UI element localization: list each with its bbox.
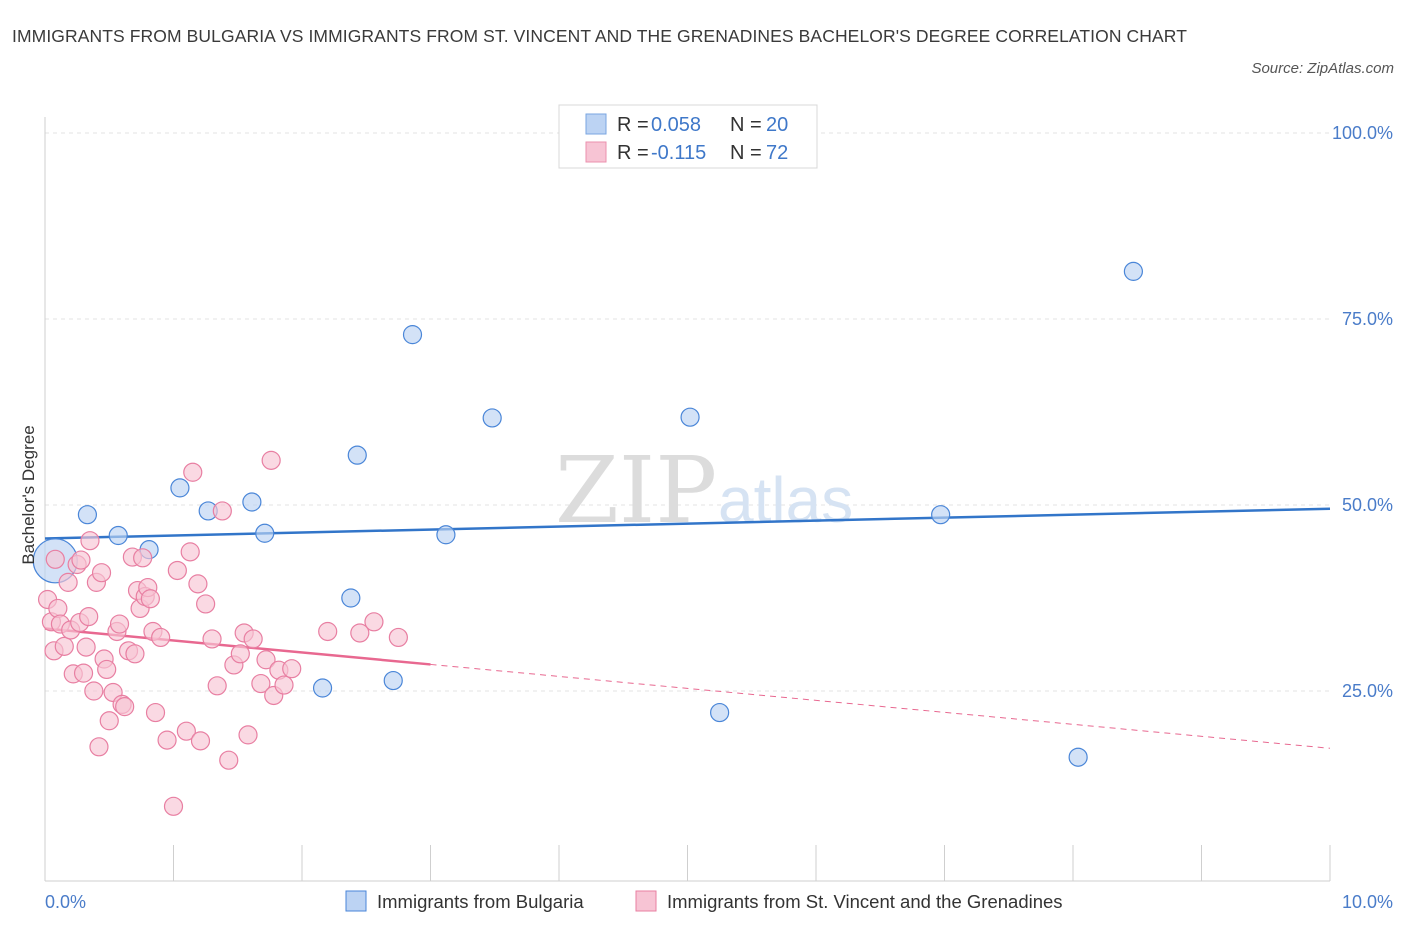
st-vincent-point (188, 574, 208, 594)
bulgaria-point (1068, 747, 1088, 767)
series-legend: Immigrants from Bulgaria Immigrants from … (345, 890, 1063, 912)
legend-swatch (585, 141, 607, 163)
st-vincent-point (48, 598, 68, 619)
st-vincent-point (99, 711, 119, 731)
st-vincent-point (97, 659, 117, 680)
st-vincent-point (230, 644, 250, 664)
bulgaria-point (347, 445, 367, 465)
st-vincent-point (243, 629, 263, 649)
legend-r-label: R = (617, 114, 649, 136)
bulgaria-point (482, 408, 502, 428)
st-vincent-point (251, 673, 271, 694)
st-vincent-point (125, 644, 145, 664)
y-tick-label: 50.0% (1342, 495, 1393, 515)
tick-labels: 25.0% 50.0% 75.0% 100.0% 0.0% 10.0% (45, 123, 1393, 912)
bulgaria-point (680, 407, 700, 427)
bulgaria-point (383, 670, 403, 691)
st-vincent-point (84, 681, 104, 701)
y-tick-label: 100.0% (1332, 123, 1393, 143)
legend-n-value: 72 (766, 142, 788, 164)
legend-r-label: R = (617, 142, 649, 164)
series-legend-swatch (345, 890, 367, 912)
st-vincent-point (202, 629, 222, 649)
chart-source: Source: ZipAtlas.com (1251, 60, 1394, 77)
st-vincent-point (261, 450, 281, 470)
st-vincent-point (79, 606, 99, 627)
st-vincent-point (157, 730, 177, 750)
st-vincent-point (151, 627, 171, 648)
st-vincent-point (256, 650, 276, 670)
bulgaria-point (931, 505, 951, 525)
bulgaria-point (710, 702, 730, 723)
legend-n-label: N = (730, 114, 762, 136)
bulgaria-point (242, 492, 262, 512)
st-vincent-point (145, 702, 166, 723)
bulgaria-point (436, 525, 456, 545)
legend-n-label: N = (730, 142, 762, 164)
data-points (32, 261, 1143, 816)
st-vincent-point (350, 623, 370, 643)
st-vincent-point (89, 737, 109, 757)
st-vincent-point (282, 659, 302, 679)
legend-n-value: 20 (766, 114, 788, 136)
st-vincent-point (91, 563, 112, 583)
x-tick-label: 0.0% (45, 892, 86, 912)
st-vincent-point (140, 589, 160, 609)
st-vincent-point (318, 621, 338, 642)
st-vincent-point (183, 462, 203, 482)
bulgaria-point (1123, 261, 1143, 281)
axes (44, 117, 1331, 882)
st-vincent-point (190, 731, 211, 751)
st-vincent-point (219, 750, 239, 770)
st-vincent-point (180, 542, 200, 562)
series-legend-label: Immigrants from St. Vincent and the Gren… (667, 891, 1063, 912)
st-vincent-point (76, 637, 96, 657)
y-tick-label: 75.0% (1342, 309, 1393, 329)
series-legend-swatch (635, 890, 657, 912)
st-vincent-point (207, 676, 227, 696)
stats-legend: R = 0.058 N = 20 R = -0.115 N = 72 (558, 104, 818, 169)
x-tick-label: 10.0% (1342, 892, 1393, 912)
series-legend-label: Immigrants from Bulgaria (377, 891, 584, 912)
st-vincent-point (388, 627, 408, 648)
st-vincent-trendline-extension (430, 663, 1331, 749)
watermark-atlas: atlas (718, 464, 853, 536)
st-vincent-point (212, 501, 232, 521)
bulgaria-point (341, 588, 361, 608)
bulgaria-point (402, 325, 423, 345)
st-vincent-point (133, 548, 153, 568)
st-vincent-point (274, 675, 294, 695)
bulgaria-point (312, 678, 333, 698)
legend-r-value: -0.115 (651, 142, 706, 164)
st-vincent-point (163, 796, 184, 816)
st-vincent-point (73, 663, 94, 683)
st-vincent-point (364, 612, 384, 632)
st-vincent-point (58, 572, 78, 592)
st-vincent-point (196, 594, 216, 614)
st-vincent-point (109, 614, 130, 634)
st-vincent-point (176, 721, 196, 741)
legend-r-value: 0.058 (651, 114, 701, 136)
bulgaria-point (255, 523, 275, 543)
y-tick-label: 25.0% (1342, 681, 1393, 701)
chart-title: IMMIGRANTS FROM BULGARIA VS IMMIGRANTS F… (12, 26, 1188, 46)
st-vincent-point (54, 636, 74, 656)
st-vincent-point (115, 697, 135, 717)
legend-swatch (585, 113, 607, 135)
st-vincent-point (167, 560, 187, 581)
st-vincent-point (71, 550, 91, 570)
st-vincent-point (238, 725, 258, 745)
bulgaria-point (77, 505, 98, 525)
watermark-zip: ZIP (555, 437, 717, 544)
st-vincent-point (80, 531, 100, 551)
bulgaria-point (108, 525, 128, 546)
y-axis-title: Bachelor's Degree (19, 425, 38, 564)
bulgaria-point (170, 478, 190, 498)
st-vincent-point (45, 549, 65, 569)
